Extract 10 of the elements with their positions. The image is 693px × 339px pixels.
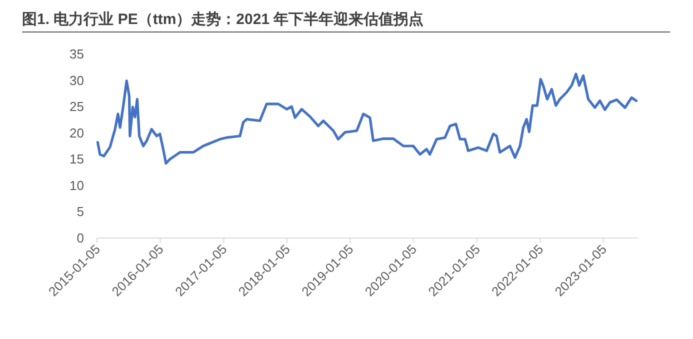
y-tick-label: 5 bbox=[76, 204, 84, 220]
line-series bbox=[96, 72, 638, 165]
y-tick-label: 30 bbox=[70, 72, 84, 88]
y-tick-label: 25 bbox=[70, 99, 84, 114]
y-tick-label: 10 bbox=[70, 178, 84, 193]
y-tick-label: 20 bbox=[70, 125, 84, 140]
y-tick-label: 15 bbox=[70, 152, 84, 167]
y-tick-label: 0 bbox=[76, 230, 84, 246]
chart-title: 图1. 电力行业 PE（ttm）走势：2021 年下半年迎来估值拐点 bbox=[22, 10, 424, 28]
y-tick-label: 35 bbox=[70, 46, 84, 62]
